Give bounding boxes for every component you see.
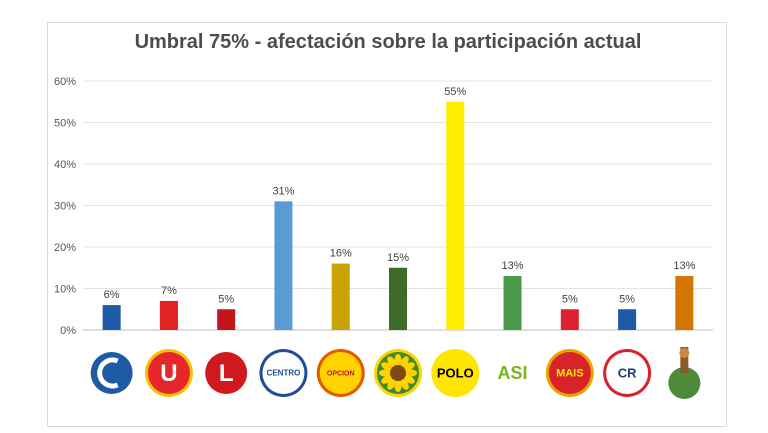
data-label: 13% [502,260,524,272]
bar-cambio-radical [618,309,637,330]
y-tick-label: 0% [60,325,76,337]
centro-democratico-logo: CENTRO [259,349,308,397]
logo-text: L [219,360,234,387]
data-label: 15% [387,252,409,264]
bar-asi [503,276,522,330]
chart-frame: Umbral 75% - afectación sobre la partici… [47,22,727,427]
bar-mais [560,309,579,330]
la-u-logo: U [144,349,193,397]
y-tick-label: 50% [54,118,76,130]
bar-la-u [159,300,178,330]
data-label: 5% [619,293,635,305]
opcion-ciudadana-logo: OPCION [316,349,365,397]
data-label: 7% [161,285,177,297]
logo-text: POLO [437,365,474,380]
logo-text: CENTRO [267,369,301,378]
cambio-radical-logo: CR [603,349,652,397]
bar-chart: 0% 10% 20% 30% 40% 50% 60% 6% 7% U 5% L 31% CENTRO 16%… [54,76,713,399]
data-label: 5% [562,293,578,305]
data-label: 55% [444,86,466,98]
data-label: 16% [330,248,352,260]
logo-text: MAIS [556,368,584,380]
chart-title: Umbral 75% - afectación sobre la partici… [134,31,642,53]
mais-logo: MAIS [545,349,594,397]
bar-alianza-verde [389,267,407,330]
y-tick-label: 60% [54,76,76,88]
asi-logo: ASI [488,349,537,397]
y-tick-label: 30% [54,201,76,213]
bar-polo [446,101,465,330]
conservador-logo [87,349,136,397]
bar-opcion-ciudadana [331,263,350,330]
logo-text: ASI [498,363,528,383]
liberal-logo: L [202,349,251,397]
bar-aico [675,276,694,330]
logo-text: CR [618,365,637,380]
logo-text: U [160,360,177,387]
aico-logo [660,347,709,399]
data-label: 5% [218,293,234,305]
y-tick-label: 40% [54,159,76,171]
bar-centro-democratico [274,201,293,330]
bar-liberal [217,309,236,330]
data-label: 13% [673,260,695,272]
alianza-verde-logo [374,349,422,397]
y-tick-label: 20% [54,242,76,254]
bar-conservador [102,305,121,330]
data-label: 31% [272,185,294,197]
y-tick-label: 10% [54,284,76,296]
logo-text: OPCION [327,370,355,377]
data-label: 6% [104,289,120,301]
polo-logo: POLO [431,349,480,397]
